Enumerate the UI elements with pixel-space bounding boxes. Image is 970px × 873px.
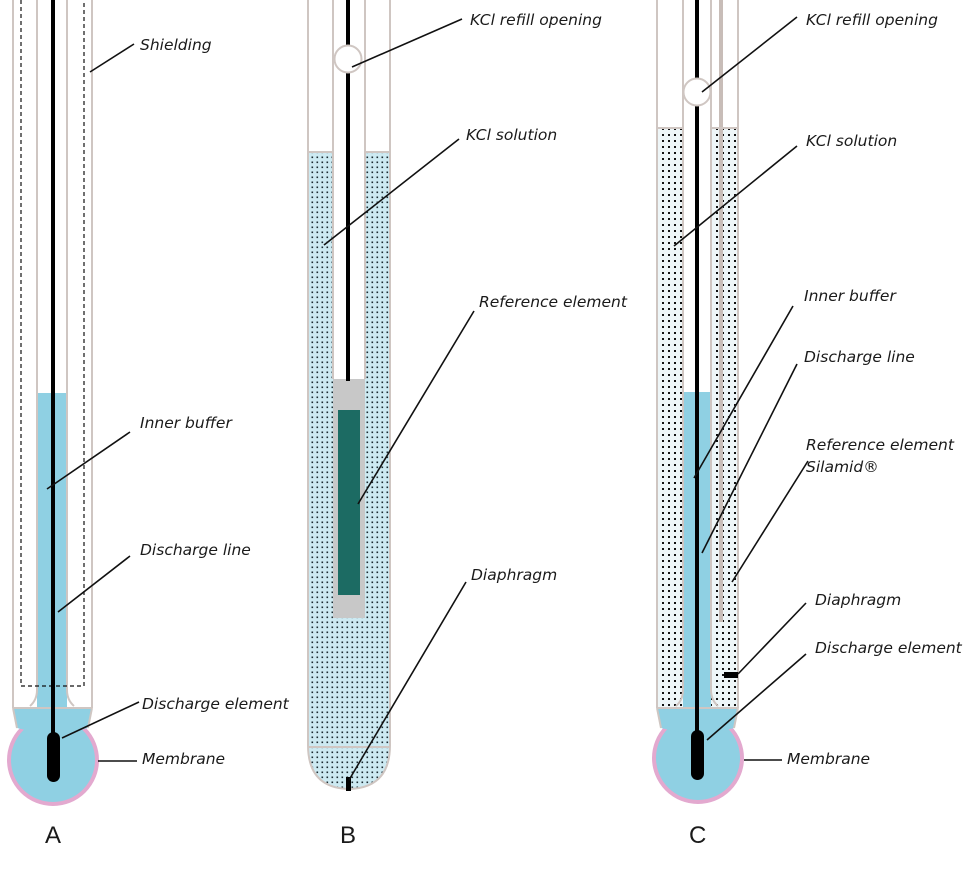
kcl-refill-opening-c <box>682 77 712 107</box>
label-diaphragm-b: Diaphragm <box>471 566 557 584</box>
label-kcl-refill-opening-b: KCl refill opening <box>470 11 602 29</box>
label-inner-buffer-a: Inner buffer <box>140 414 233 432</box>
label-kcl-refill-opening-c: KCl refill opening <box>806 11 938 29</box>
label-membrane-c: Membrane <box>787 750 870 768</box>
label-inner-buffer-c: Inner buffer <box>804 287 897 305</box>
electrode-a: Shielding Inner buffer Discharge line Di… <box>7 0 290 849</box>
label-kcl-solution-b: KCl solution <box>466 126 557 144</box>
label-kcl-solution-c: KCl solution <box>806 132 897 150</box>
electrode-b: KCl refill opening KCl solution Referenc… <box>307 0 628 849</box>
label-discharge-line-a: Discharge line <box>140 541 251 559</box>
panel-label-a: A <box>45 822 61 849</box>
label-shielding: Shielding <box>140 36 212 54</box>
panel-label-b: B <box>340 822 356 849</box>
kcl-solution-c-left <box>657 128 683 708</box>
label-silamid-c: Silamid® <box>806 458 879 476</box>
kcl-refill-opening-b <box>333 44 363 74</box>
label-discharge-element-a: Discharge element <box>142 695 290 713</box>
label-reference-element-c: Reference element <box>806 436 955 454</box>
label-discharge-element-c: Discharge element <box>815 639 963 657</box>
diaphragm-b <box>346 777 351 791</box>
reference-element-b <box>338 410 360 595</box>
label-diaphragm-c: Diaphragm <box>815 591 901 609</box>
diaphragm-c <box>724 672 738 678</box>
label-discharge-line-c: Discharge line <box>804 348 915 366</box>
discharge-element-a <box>47 732 60 782</box>
discharge-element-c <box>691 730 704 780</box>
kcl-solution-c-right <box>711 128 738 708</box>
electrode-c: KCl refill opening KCl solution Inner bu… <box>652 0 963 849</box>
label-reference-element-b: Reference element <box>479 293 628 311</box>
panel-label-c: C <box>689 822 706 849</box>
label-membrane-a: Membrane <box>142 750 225 768</box>
